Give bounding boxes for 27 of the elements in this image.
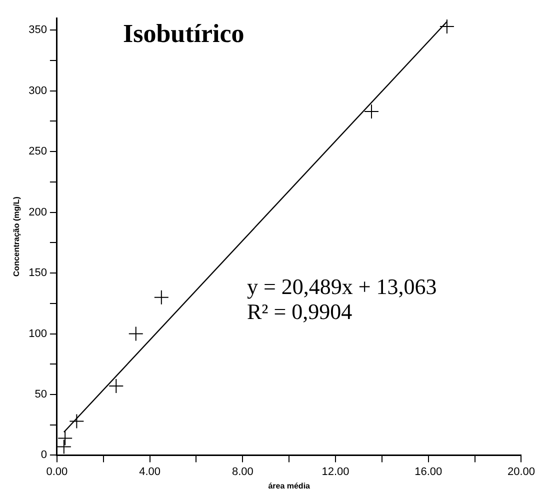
y-tick-label: 350: [28, 24, 47, 36]
x-tick-label: 0.00: [46, 466, 68, 478]
point: [69, 414, 84, 429]
point: [128, 326, 144, 342]
x-axis-title: área média: [268, 481, 311, 490]
y-tick-label: 300: [28, 84, 47, 97]
x-tick-label: 16.00: [414, 466, 442, 478]
point: [154, 290, 169, 305]
y-tick-label: 100: [28, 328, 47, 340]
x-tick-label: 12.00: [322, 466, 350, 478]
y-tick-label: 50: [34, 388, 47, 401]
y-tick-label: 250: [28, 146, 47, 158]
y-axis-title: Concentração (mg/L): [12, 196, 22, 277]
point: [58, 430, 73, 446]
point: [56, 439, 72, 454]
annotation: y = 20,489x + 13,063: [246, 274, 437, 299]
y-tick-label: 200: [28, 206, 47, 218]
y-tick-label: 150: [28, 267, 47, 280]
point: [108, 378, 124, 394]
point: [439, 19, 454, 34]
chart-title: Isobutírico: [122, 19, 244, 48]
point: [364, 104, 380, 120]
x-tick-label: 8.00: [232, 466, 254, 478]
x-tick-label: 4.00: [139, 466, 161, 478]
y-tick-label: 0: [40, 449, 47, 462]
annotation: R² = 0,9904: [246, 299, 352, 324]
x-tick-label: 20.00: [507, 466, 535, 478]
